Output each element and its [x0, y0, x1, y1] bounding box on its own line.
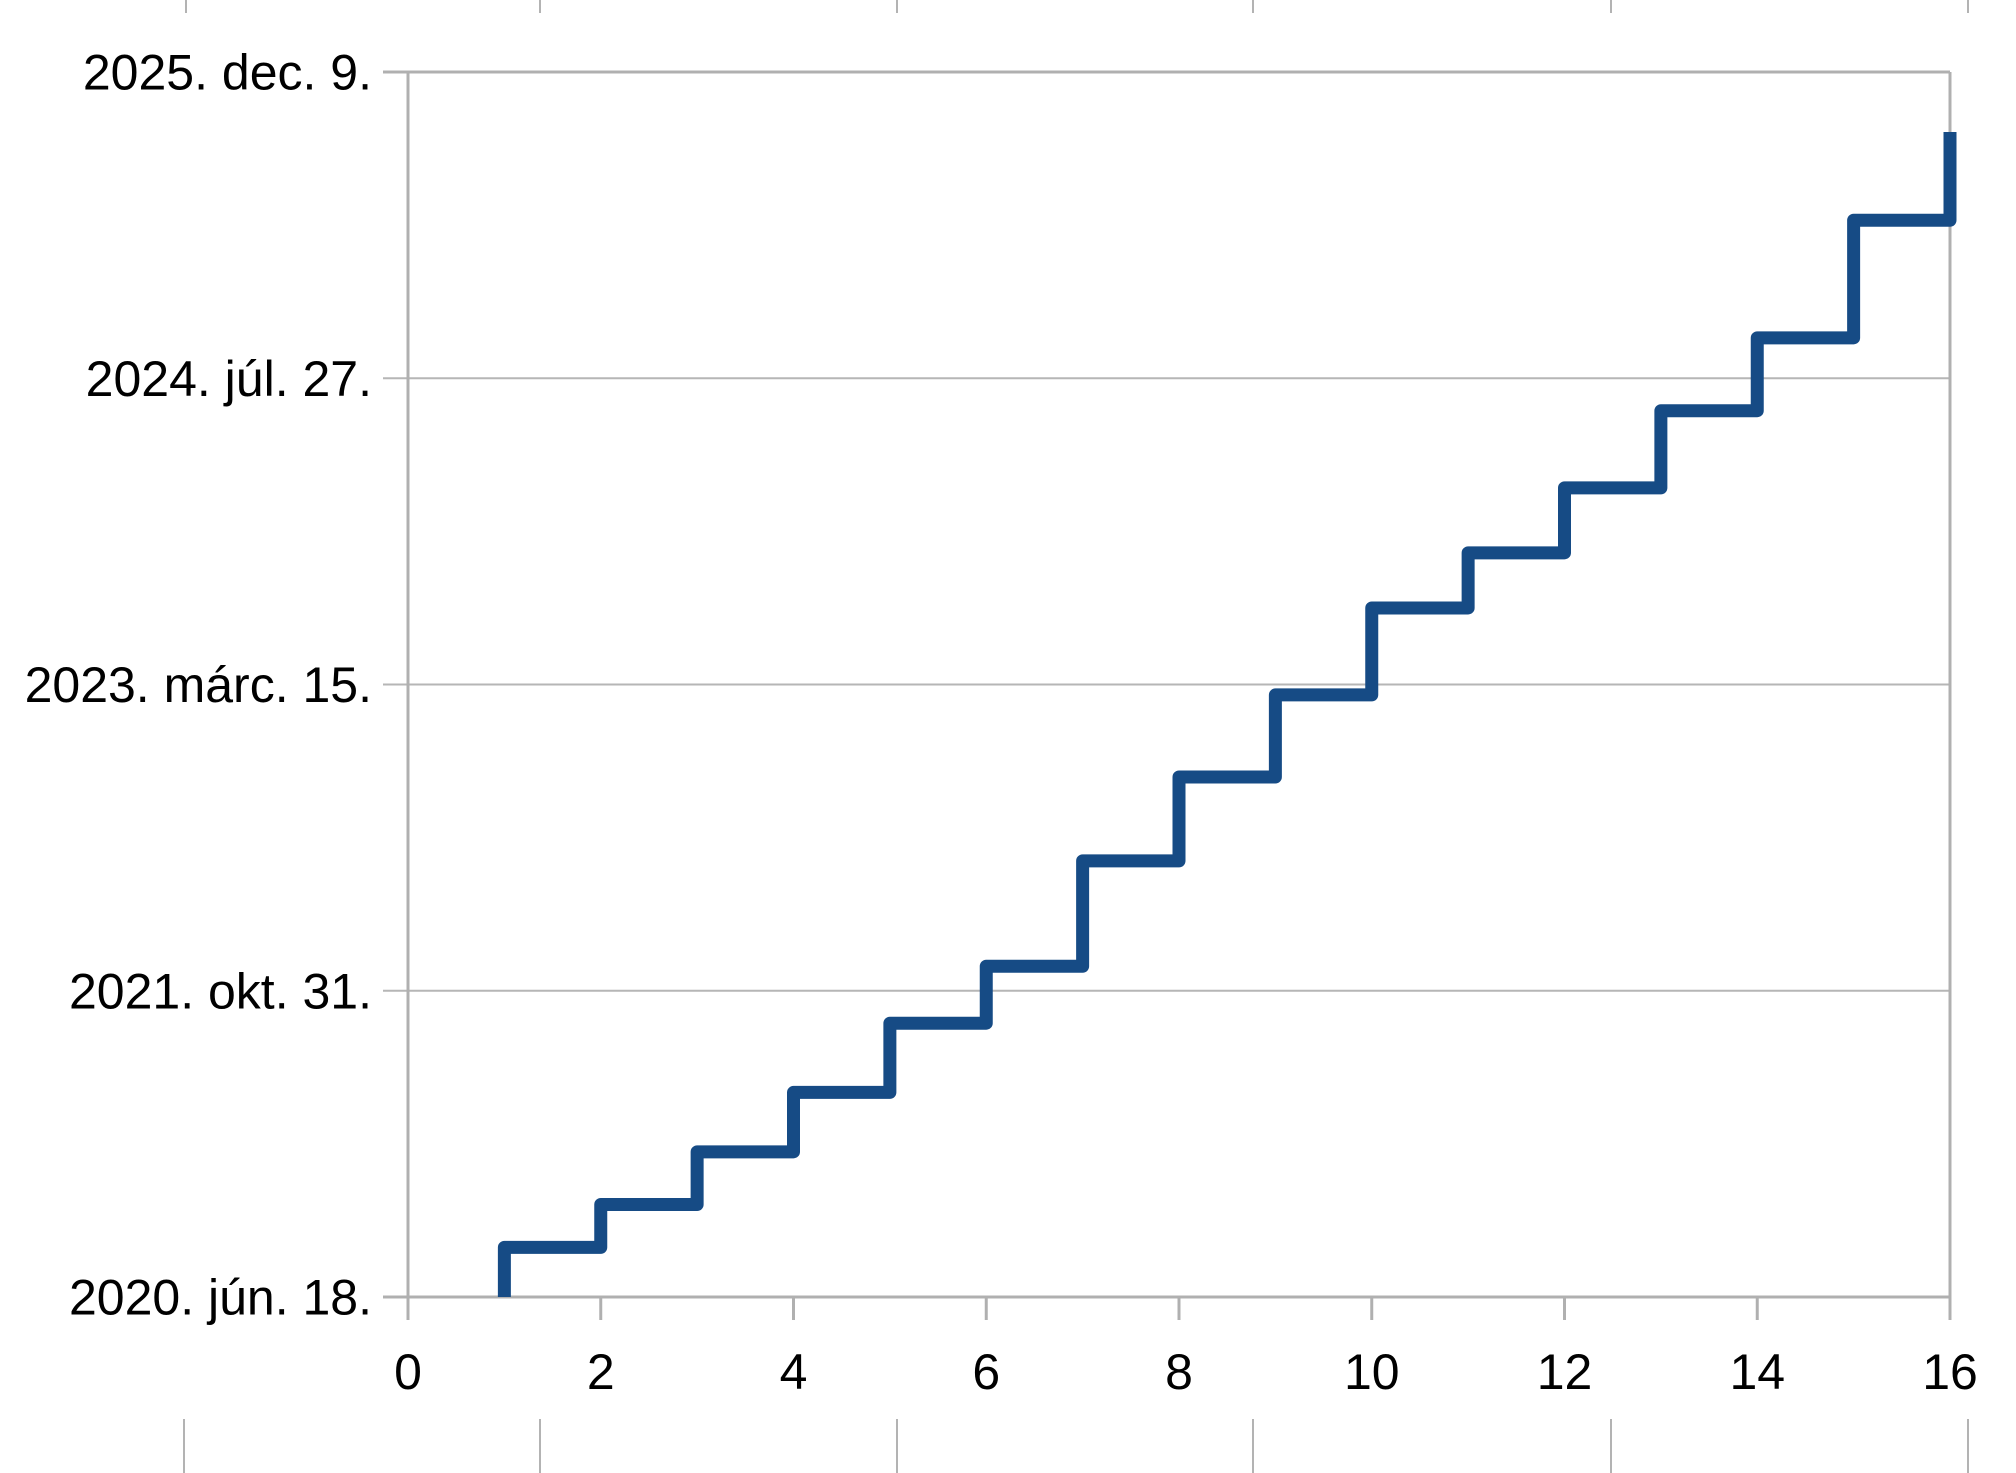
x-tick-label: 6 — [972, 1344, 1000, 1400]
x-tick-label: 2 — [587, 1344, 615, 1400]
y-tick-label: 2020. jún. 18. — [69, 1270, 372, 1326]
x-tick-label: 14 — [1729, 1344, 1785, 1400]
x-tick-label: 4 — [780, 1344, 808, 1400]
x-tick-label: 16 — [1922, 1344, 1978, 1400]
x-tick-label: 12 — [1537, 1344, 1593, 1400]
y-tick-label: 2025. dec. 9. — [83, 45, 372, 101]
x-tick-label: 8 — [1165, 1344, 1193, 1400]
x-tick-label: 10 — [1344, 1344, 1400, 1400]
y-tick-label: 2024. júl. 27. — [86, 351, 372, 407]
y-tick-label: 2023. márc. 15. — [25, 657, 372, 713]
data-series-step-line — [497, 132, 1957, 1297]
x-tick-label: 0 — [394, 1344, 422, 1400]
y-tick-label: 2021. okt. 31. — [69, 963, 372, 1019]
